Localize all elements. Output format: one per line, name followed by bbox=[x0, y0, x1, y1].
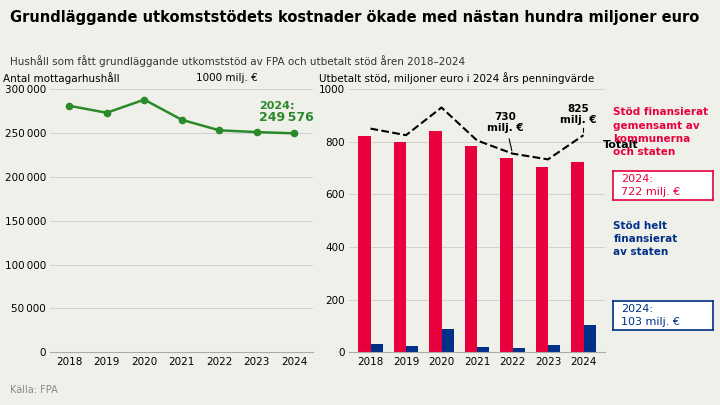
Bar bbox=[358, 136, 371, 352]
Text: Hushåll som fått grundläggande utkomststöd av FPA och utbetalt stöd åren 2018–20: Hushåll som fått grundläggande utkomstst… bbox=[10, 55, 465, 66]
Text: Grundläggande utkomststödets kostnader ökade med nästan hundra miljoner euro: Grundläggande utkomststödets kostnader ö… bbox=[10, 10, 699, 25]
Bar bbox=[441, 329, 454, 352]
Bar bbox=[548, 345, 560, 352]
Bar bbox=[429, 131, 441, 352]
Text: 1000 milj. €: 1000 milj. € bbox=[196, 72, 258, 83]
Text: Utbetalt stöd, miljoner euro i 2024 års penningvärde: Utbetalt stöd, miljoner euro i 2024 års … bbox=[318, 72, 594, 84]
Bar bbox=[571, 162, 583, 352]
Bar bbox=[371, 344, 383, 352]
Text: 249 576: 249 576 bbox=[258, 111, 313, 124]
Bar bbox=[500, 158, 513, 352]
Text: 2024:: 2024: bbox=[258, 101, 294, 111]
Text: 2024:
103 milj. €: 2024: 103 milj. € bbox=[621, 304, 680, 327]
Bar bbox=[406, 346, 418, 352]
Text: Antal mottagarhushåll: Antal mottagarhushåll bbox=[3, 72, 120, 84]
Text: Stöd helt
finansierat
av staten: Stöd helt finansierat av staten bbox=[613, 221, 678, 257]
Bar bbox=[513, 348, 525, 352]
Text: Stöd finansierat
gemensamt av
kommunerna
och staten: Stöd finansierat gemensamt av kommunerna… bbox=[613, 107, 708, 157]
Text: 2024:
722 milj. €: 2024: 722 milj. € bbox=[621, 174, 680, 198]
Bar bbox=[477, 347, 490, 352]
Text: Totalt: Totalt bbox=[603, 141, 639, 150]
Bar bbox=[394, 142, 406, 352]
Text: 825
milj. €: 825 milj. € bbox=[560, 104, 596, 125]
Bar bbox=[536, 167, 548, 352]
Bar bbox=[464, 146, 477, 352]
Text: 730
milj. €: 730 milj. € bbox=[487, 112, 523, 151]
Text: Källa: FPA: Källa: FPA bbox=[10, 385, 58, 395]
Bar bbox=[583, 325, 596, 352]
